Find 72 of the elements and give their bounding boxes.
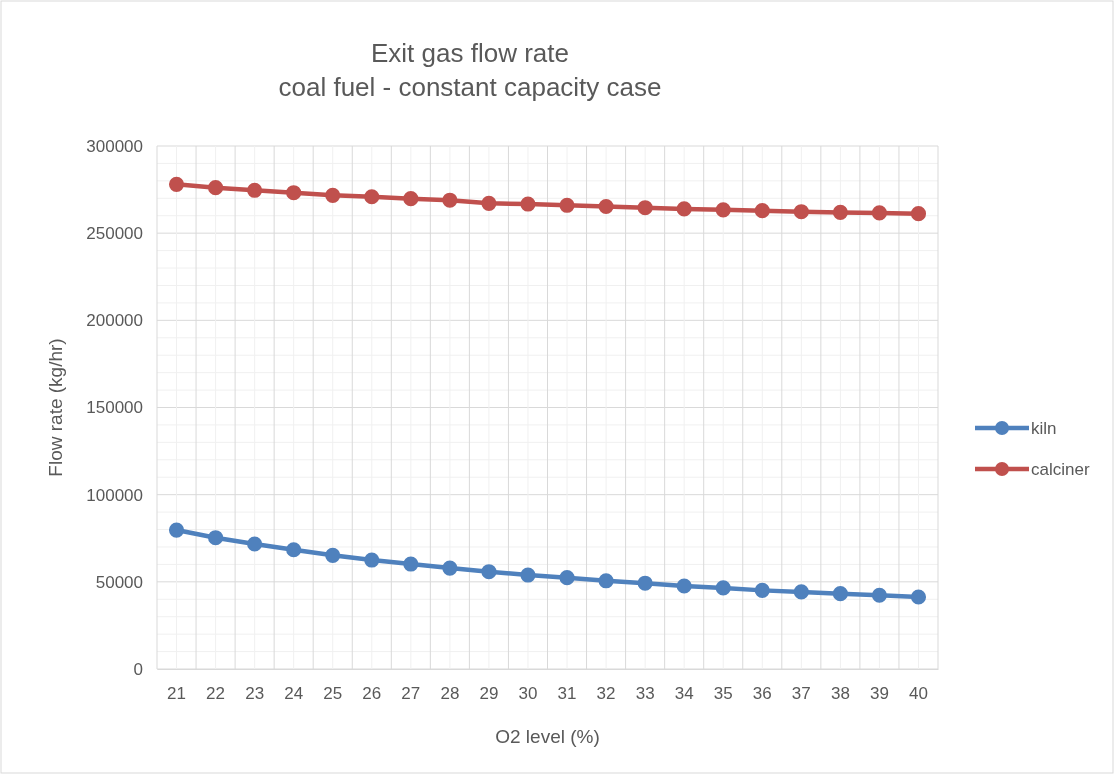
point bbox=[208, 180, 224, 196]
point bbox=[208, 530, 224, 546]
x-tick-label: 36 bbox=[752, 684, 772, 704]
x-tick-label: 26 bbox=[362, 684, 382, 704]
point bbox=[325, 547, 341, 563]
x-tick-label: 39 bbox=[869, 684, 889, 704]
x-tick-label: 22 bbox=[206, 684, 226, 704]
y-tick-label: 0 bbox=[133, 659, 143, 679]
point bbox=[676, 201, 692, 217]
x-tick-label: 35 bbox=[713, 684, 733, 704]
point bbox=[247, 536, 263, 552]
x-tick-label: 40 bbox=[909, 684, 928, 704]
point bbox=[403, 191, 419, 207]
point bbox=[364, 189, 380, 205]
point bbox=[637, 200, 653, 216]
y-tick-label: 50000 bbox=[95, 572, 143, 592]
point bbox=[559, 197, 575, 213]
x-tick-label: 27 bbox=[401, 684, 421, 704]
x-tick-label: 30 bbox=[518, 684, 538, 704]
legend-label: calciner bbox=[1031, 460, 1090, 479]
point bbox=[676, 578, 692, 594]
point bbox=[325, 187, 341, 203]
x-tick-label: 38 bbox=[830, 684, 850, 704]
point bbox=[910, 206, 927, 222]
x-tick-label: 31 bbox=[557, 684, 577, 704]
x-tick-label: 24 bbox=[284, 684, 304, 704]
point bbox=[910, 589, 927, 605]
y-tick-label: 150000 bbox=[86, 398, 143, 418]
point bbox=[598, 573, 614, 589]
point bbox=[559, 570, 575, 586]
point bbox=[832, 204, 848, 220]
point bbox=[481, 195, 497, 211]
y-axis-title: Flow rate (kg/hr) bbox=[45, 338, 66, 477]
x-tick-label: 34 bbox=[674, 684, 694, 704]
legend-label: kiln bbox=[1031, 419, 1057, 438]
x-tick-label: 37 bbox=[791, 684, 811, 704]
y-tick-label: 200000 bbox=[86, 311, 143, 331]
point bbox=[598, 198, 614, 215]
point bbox=[442, 192, 458, 208]
chart-title: Exit gas flow rate coal fuel - constant capacity case bbox=[278, 38, 662, 102]
x-axis-title: O2 level (%) bbox=[495, 726, 600, 747]
point bbox=[247, 182, 263, 198]
point bbox=[793, 584, 809, 600]
point bbox=[168, 176, 185, 192]
point bbox=[481, 564, 497, 580]
point bbox=[286, 542, 302, 558]
y-tick-label: 250000 bbox=[86, 224, 143, 244]
x-tick-label: 33 bbox=[635, 684, 655, 704]
point bbox=[403, 556, 419, 572]
point bbox=[832, 586, 848, 602]
point bbox=[754, 203, 770, 219]
x-tick-label: 21 bbox=[167, 684, 186, 704]
y-tick-label: 300000 bbox=[86, 136, 143, 156]
point bbox=[715, 202, 731, 218]
point bbox=[871, 205, 887, 221]
x-tick-label: 32 bbox=[596, 684, 616, 704]
point bbox=[286, 185, 302, 201]
point bbox=[520, 567, 536, 583]
x-tick-label: 23 bbox=[245, 684, 265, 704]
y-tick-label: 100000 bbox=[86, 485, 143, 505]
x-tick-label: 28 bbox=[440, 684, 460, 704]
point bbox=[793, 204, 809, 220]
point bbox=[715, 580, 731, 596]
point bbox=[442, 560, 458, 576]
point bbox=[871, 587, 887, 603]
point bbox=[168, 522, 185, 538]
point bbox=[364, 552, 380, 568]
point bbox=[754, 582, 770, 598]
x-tick-label: 29 bbox=[479, 684, 499, 704]
point bbox=[637, 575, 653, 591]
point bbox=[520, 196, 536, 212]
x-tick-label: 25 bbox=[323, 684, 343, 704]
